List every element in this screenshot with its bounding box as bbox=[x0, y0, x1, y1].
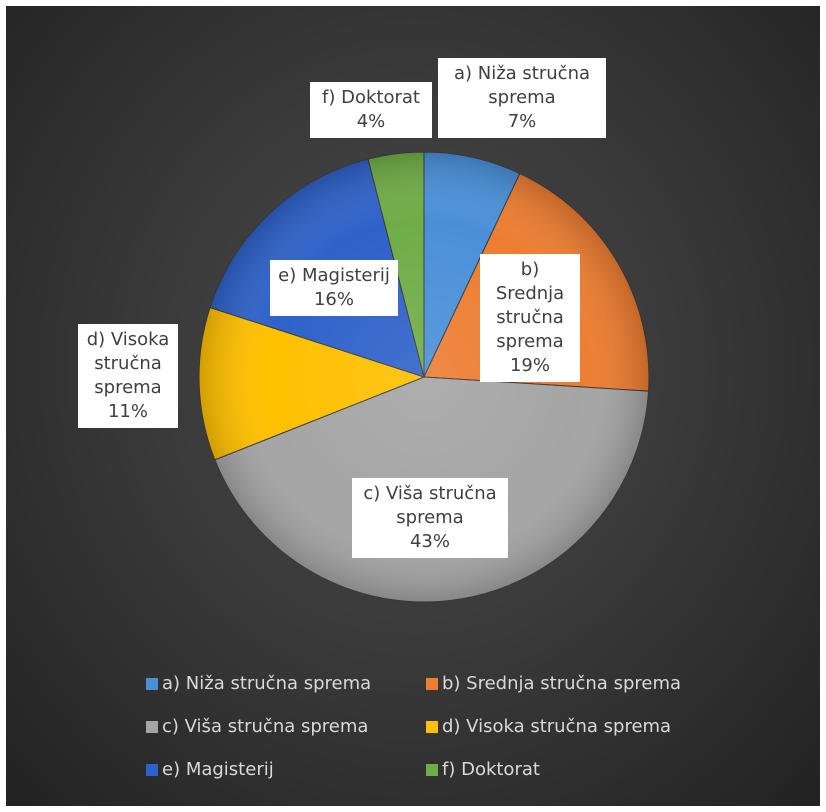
legend-label-f: f) Doktorat bbox=[442, 759, 540, 780]
legend-label-e: e) Magisterij bbox=[162, 759, 274, 780]
data-label-d: d) Visoka stručna sprema 11% bbox=[78, 324, 178, 428]
legend-label-c: c) Viša stručna sprema bbox=[162, 716, 369, 737]
legend-swatch-a bbox=[146, 678, 158, 690]
legend-swatch-d bbox=[426, 721, 438, 733]
data-label-f: f) Doktorat 4% bbox=[310, 82, 432, 138]
data-label-e: e) Magisterij 16% bbox=[270, 260, 398, 316]
data-label-a: a) Niža stručna sprema 7% bbox=[438, 58, 606, 138]
legend-swatch-f bbox=[426, 764, 438, 776]
legend-item-c: c) Viša stručna sprema bbox=[146, 715, 368, 739]
legend-label-d: d) Visoka stručna sprema bbox=[442, 716, 672, 737]
legend-label-a: a) Niža stručna sprema bbox=[162, 673, 372, 694]
data-label-b: b) Srednja stručna sprema 19% bbox=[480, 254, 580, 382]
legend-swatch-c bbox=[146, 721, 158, 733]
legend-item-b: b) Srednja stručna sprema bbox=[426, 672, 681, 696]
chart-area: a) Niža stručna sprema 7% b) Srednja str… bbox=[6, 6, 820, 806]
legend-item-a: a) Niža stručna sprema bbox=[146, 672, 371, 696]
data-label-c: c) Viša stručna sprema 43% bbox=[352, 478, 508, 558]
legend-label-b: b) Srednja stručna sprema bbox=[442, 673, 682, 694]
legend-swatch-e bbox=[146, 764, 158, 776]
legend-item-e: e) Magisterij bbox=[146, 758, 274, 782]
legend-swatch-b bbox=[426, 678, 438, 690]
legend-item-f: f) Doktorat bbox=[426, 758, 540, 782]
legend-item-d: d) Visoka stručna sprema bbox=[426, 715, 671, 739]
